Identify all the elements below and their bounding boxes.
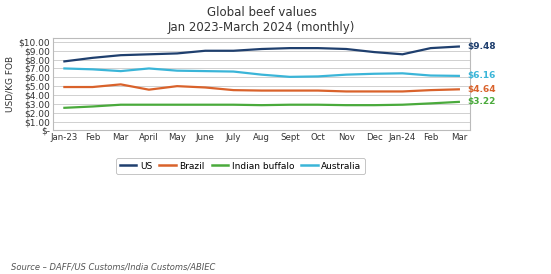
Line: Indian buffalo: Indian buffalo (64, 102, 459, 108)
US (428, 47, 434, 50)
Indian buffalo (428, 102, 434, 105)
Australia (456, 74, 462, 78)
Title: Global beef values
Jan 2023-March 2024 (monthly): Global beef values Jan 2023-March 2024 (… (168, 5, 355, 33)
Text: $3.22: $3.22 (467, 97, 496, 106)
Indian buffalo (315, 103, 321, 106)
Brazil (258, 89, 265, 92)
Brazil (287, 89, 293, 92)
Australia (145, 67, 152, 70)
Australia (371, 72, 377, 75)
Text: $9.48: $9.48 (467, 42, 496, 51)
Indian buffalo (230, 103, 237, 106)
Indian buffalo (287, 103, 293, 106)
US (117, 53, 124, 57)
US (145, 53, 152, 56)
Brazil (174, 84, 180, 88)
US (258, 47, 265, 51)
US (343, 47, 349, 51)
Indian buffalo (117, 103, 124, 106)
Australia (343, 73, 349, 76)
Text: Source – DAFF/US Customs/India Customs/ABIEC: Source – DAFF/US Customs/India Customs/A… (11, 262, 215, 271)
Indian buffalo (456, 100, 462, 104)
Legend: US, Brazil, Indian buffalo, Australia: US, Brazil, Indian buffalo, Australia (116, 158, 365, 174)
Indian buffalo (343, 104, 349, 107)
Australia (89, 68, 96, 71)
Brazil (399, 90, 406, 93)
Australia (202, 70, 209, 73)
Australia (428, 74, 434, 77)
US (399, 53, 406, 56)
US (456, 45, 462, 48)
Brazil (61, 85, 68, 89)
Brazil (202, 86, 209, 89)
Australia (399, 72, 406, 75)
Brazil (89, 85, 96, 89)
Indian buffalo (61, 106, 68, 109)
US (315, 47, 321, 50)
Brazil (456, 88, 462, 91)
Line: Brazil: Brazil (64, 84, 459, 92)
Indian buffalo (258, 104, 265, 107)
US (287, 47, 293, 50)
Text: $4.64: $4.64 (467, 85, 496, 94)
Indian buffalo (174, 103, 180, 106)
Y-axis label: USD/KG FOB: USD/KG FOB (6, 56, 14, 112)
Brazil (117, 83, 124, 86)
Indian buffalo (371, 104, 377, 107)
Indian buffalo (89, 105, 96, 108)
Indian buffalo (399, 103, 406, 106)
Brazil (315, 89, 321, 92)
US (371, 50, 377, 54)
Australia (230, 70, 237, 73)
Indian buffalo (202, 103, 209, 106)
Brazil (343, 90, 349, 93)
US (174, 52, 180, 55)
Australia (315, 75, 321, 78)
Australia (117, 70, 124, 73)
Line: Australia: Australia (64, 68, 459, 77)
Brazil (371, 90, 377, 93)
Indian buffalo (145, 103, 152, 106)
Brazil (230, 89, 237, 92)
US (202, 49, 209, 52)
Australia (258, 73, 265, 76)
Line: US: US (64, 47, 459, 61)
Australia (174, 69, 180, 72)
Text: $6.16: $6.16 (467, 72, 496, 80)
Australia (287, 75, 293, 79)
US (89, 56, 96, 59)
US (61, 60, 68, 63)
US (230, 49, 237, 52)
Brazil (428, 89, 434, 92)
Australia (61, 67, 68, 70)
Brazil (145, 88, 152, 91)
